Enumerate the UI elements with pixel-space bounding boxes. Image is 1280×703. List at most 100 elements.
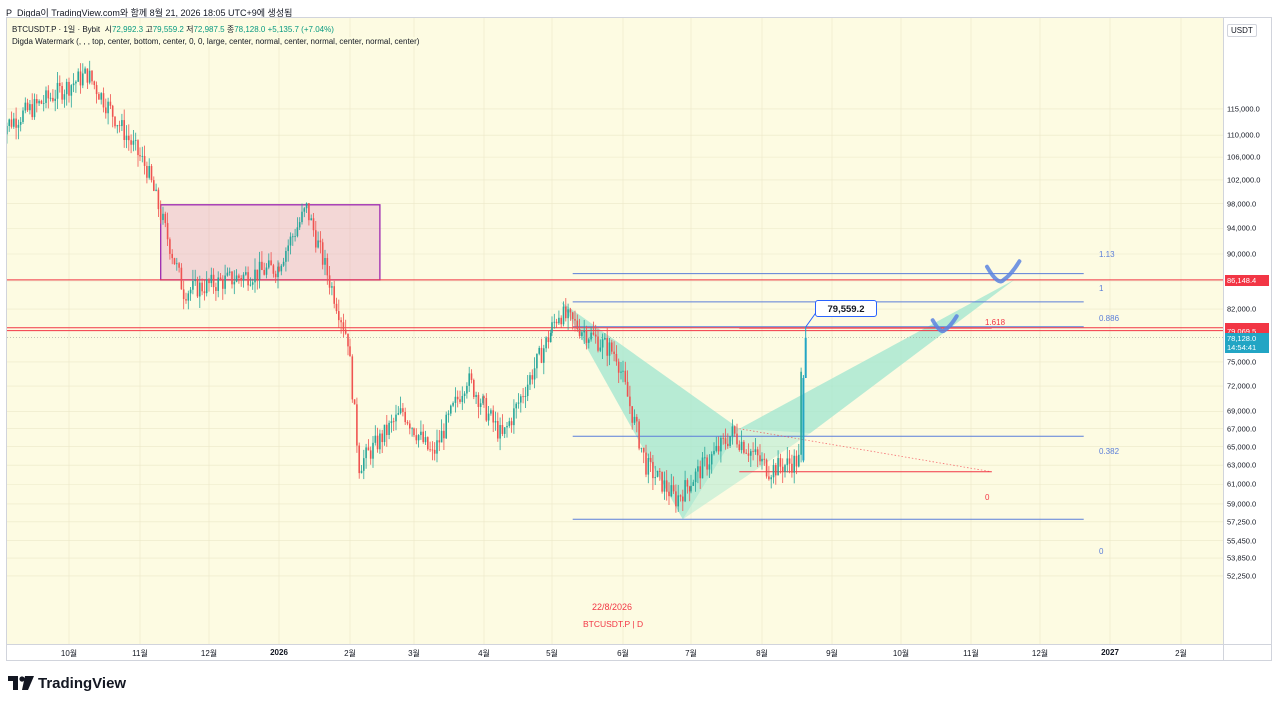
candle-body: [638, 421, 640, 449]
time-axis[interactable]: 10월 11월 12월 2026 2월 3월 4월 5월 6월 7월 8월 9월 10월 11월 12월 20…: [7, 644, 1223, 660]
candle-body: [688, 486, 691, 492]
candle-body: [781, 466, 784, 472]
candle-body: [376, 435, 379, 450]
candle-body: [547, 337, 550, 343]
candle-body: [215, 287, 217, 291]
price-label-level-b: 79,069.5: [1225, 325, 1269, 337]
candle-body: [724, 438, 727, 444]
candle-body: [761, 458, 763, 462]
candle-body: [772, 465, 775, 478]
candle-body: [349, 346, 351, 357]
candle-body: [599, 347, 602, 351]
candle-body: [7, 125, 8, 135]
candle-body: [45, 90, 47, 103]
legend-low: 72,987.5: [193, 25, 225, 34]
legend-indicator-row[interactable]: Digda Watermark (, , , top, center, bott…: [12, 36, 420, 48]
candle-body: [212, 274, 215, 288]
price-chart-canvas[interactable]: [7, 18, 1223, 644]
candle-body: [296, 227, 299, 237]
candle-body: [659, 470, 661, 472]
candle-body: [473, 379, 475, 397]
candle-body: [392, 421, 395, 423]
legend-indicator[interactable]: Digda Watermark (, , , top, center, bott…: [12, 37, 420, 46]
candle-body: [326, 257, 329, 276]
candle-body: [402, 408, 404, 412]
candle-body: [747, 453, 750, 456]
candle-body: [463, 393, 466, 396]
candle-body: [793, 455, 795, 473]
legend-symbol[interactable]: BTCUSDT.P · 1일 · Bybit: [12, 25, 101, 34]
candle-body: [558, 317, 560, 324]
candle-body: [433, 449, 436, 454]
candle-body: [642, 447, 645, 453]
candle-body: [42, 102, 45, 104]
price-axis-tick: 67,000.0: [1227, 424, 1257, 434]
candle-body: [624, 370, 627, 382]
candle-body: [431, 449, 434, 451]
price-axis-unit[interactable]: USDT: [1227, 24, 1257, 37]
candle-body: [459, 399, 461, 402]
candle-body: [717, 445, 720, 452]
legend-high: 79,559.2: [152, 25, 184, 34]
candle-body: [310, 218, 312, 221]
candle-body: [727, 443, 729, 447]
chart-window: BTCUSDT.P · 1일 · Bybit 시72,992.3 고79,559…: [6, 17, 1272, 661]
candle-body: [222, 279, 224, 289]
candle-body: [351, 356, 354, 400]
candle-body: [482, 396, 484, 404]
chart-plot-area[interactable]: BTCUSDT.P · 1일 · Bybit 시72,992.3 고79,559…: [7, 18, 1223, 644]
trend-line-dotted: [739, 428, 992, 473]
price-callout[interactable]: 79,559.2: [815, 300, 877, 317]
legend-open: 72,992.3: [111, 25, 144, 34]
candle-body: [277, 266, 279, 278]
candle-body: [292, 236, 294, 238]
candle-body: [258, 261, 261, 280]
projection-check-mark: [985, 259, 1022, 284]
candle-body: [804, 337, 807, 378]
candle-body: [148, 166, 150, 178]
candle-body: [100, 93, 102, 100]
candle-body: [171, 253, 173, 259]
candle-body: [529, 375, 531, 385]
price-axis[interactable]: USDT 115,000.0 110,000.0 106,000.0 102,000.…: [1223, 18, 1271, 644]
candle-body: [33, 98, 36, 118]
candle-body: [677, 495, 679, 507]
candle-body: [555, 321, 558, 324]
chart-legend: BTCUSDT.P · 1일 · Bybit 시72,992.3 고79,559…: [12, 24, 420, 48]
candle-body: [694, 471, 697, 483]
time-axis-tick: 5월: [546, 649, 558, 658]
candle-body: [388, 422, 390, 435]
candle-body: [369, 450, 372, 459]
candle-body: [254, 269, 256, 283]
candle-body: [15, 118, 17, 128]
candle-body: [731, 426, 734, 437]
candle-body: [153, 180, 155, 191]
candle-body: [592, 332, 595, 335]
candle-body: [617, 361, 620, 373]
range-box: [160, 204, 381, 281]
candle-body: [706, 457, 708, 470]
candle-body: [485, 398, 488, 421]
candle-body: [256, 269, 259, 280]
time-axis-tick: 9월: [826, 649, 838, 658]
candle-body: [308, 203, 310, 221]
candle-body: [139, 155, 141, 157]
candle-body: [338, 311, 340, 321]
price-axis-tick: 75,000.0: [1227, 357, 1257, 367]
candle-body: [199, 282, 201, 297]
candle-body: [159, 209, 162, 221]
candle-body: [424, 437, 427, 443]
time-axis-tick: 11월: [132, 649, 148, 658]
candle-body: [629, 396, 631, 407]
candle-body: [111, 105, 114, 117]
candle-body: [752, 451, 754, 453]
candle-body: [75, 81, 77, 84]
candle-body: [123, 120, 125, 140]
candle-body: [574, 319, 576, 321]
candle-body: [690, 485, 692, 492]
price-axis-tick: 106,000.0: [1227, 152, 1261, 162]
candle-body: [245, 272, 247, 275]
legend-close-label: 종: [226, 25, 235, 34]
candle-body: [447, 413, 450, 415]
candle-body: [247, 272, 249, 286]
